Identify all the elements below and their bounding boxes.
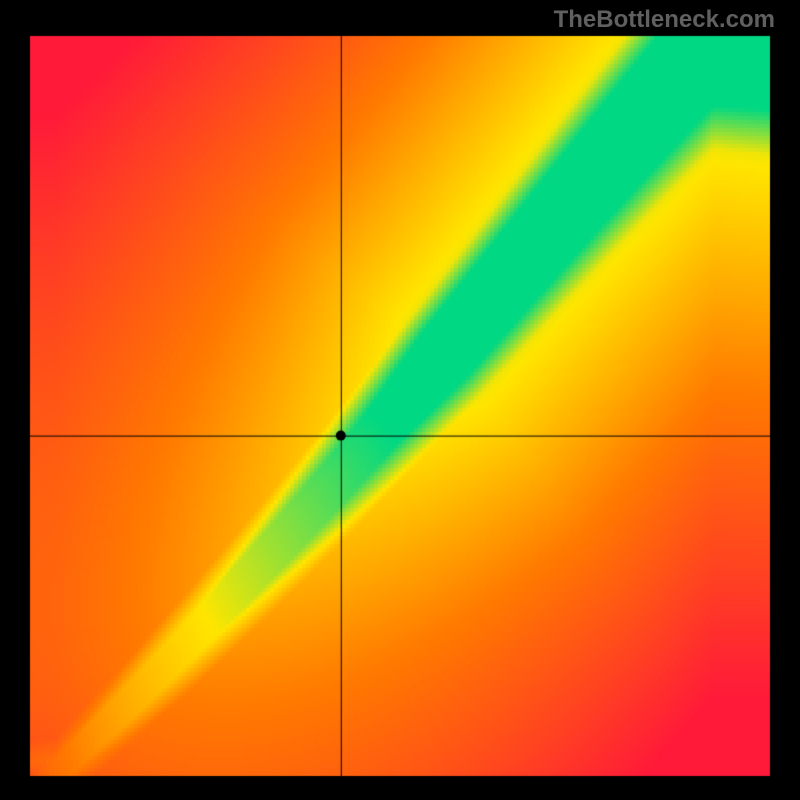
chart-container: { "watermark": { "text": "TheBottleneck.… — [0, 0, 800, 800]
watermark-text: TheBottleneck.com — [554, 6, 775, 34]
heatmap-canvas — [0, 0, 800, 800]
